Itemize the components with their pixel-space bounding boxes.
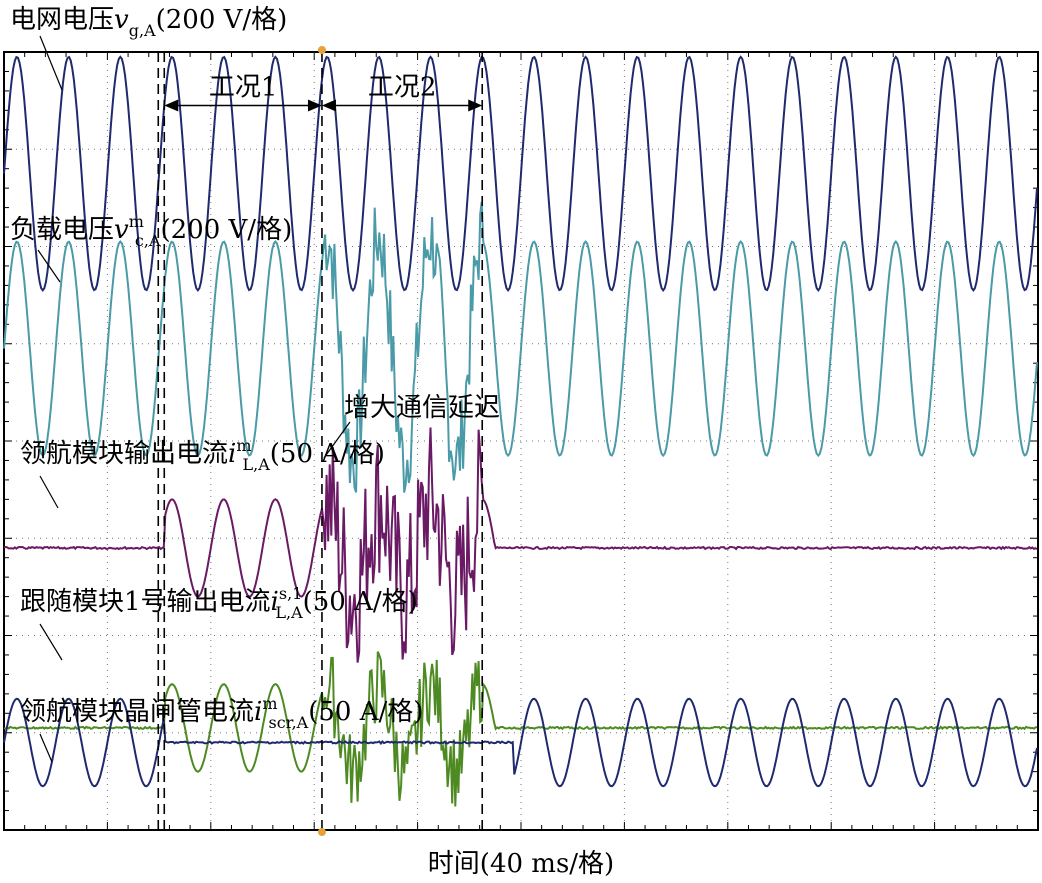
series-line [3, 651, 1038, 807]
interval-arrow [307, 99, 322, 112]
trigger-marker [317, 828, 326, 836]
interval-label: 工况1 [209, 72, 278, 102]
trigger-marker [317, 46, 326, 54]
label-leader-line [39, 35, 63, 91]
series-label: 领航模块输出电流im L,A(50 A/格) [20, 436, 385, 474]
series-label: 领航模块晶闸管电流im scr,A(50 A/格) [20, 694, 423, 732]
series-label: 跟随模块1号输出电流is,1 L,A(50 A/格) [20, 584, 418, 622]
label-leader-line [39, 623, 63, 661]
label-leader-line [39, 475, 59, 509]
interval-arrow [468, 99, 483, 112]
annotation-leader-line [323, 421, 351, 459]
series-line [3, 55, 1038, 292]
series-line [3, 697, 1038, 788]
label-leader-line [39, 733, 53, 763]
series-label: 电网电压vg,A(200 V/格) [10, 5, 287, 40]
series-line [3, 427, 1038, 663]
series-line [3, 201, 1038, 493]
interval-arrow [321, 99, 336, 112]
annotation-label: 增大通信延迟 [344, 393, 500, 423]
interval-label: 工况2 [368, 72, 437, 102]
series-label: 负载电压vm c,A(200 V/格) [10, 212, 292, 250]
x-axis-label: 时间(40 ms/格) [428, 849, 614, 879]
label-leader-line [37, 249, 61, 283]
interval-arrow [164, 99, 179, 112]
